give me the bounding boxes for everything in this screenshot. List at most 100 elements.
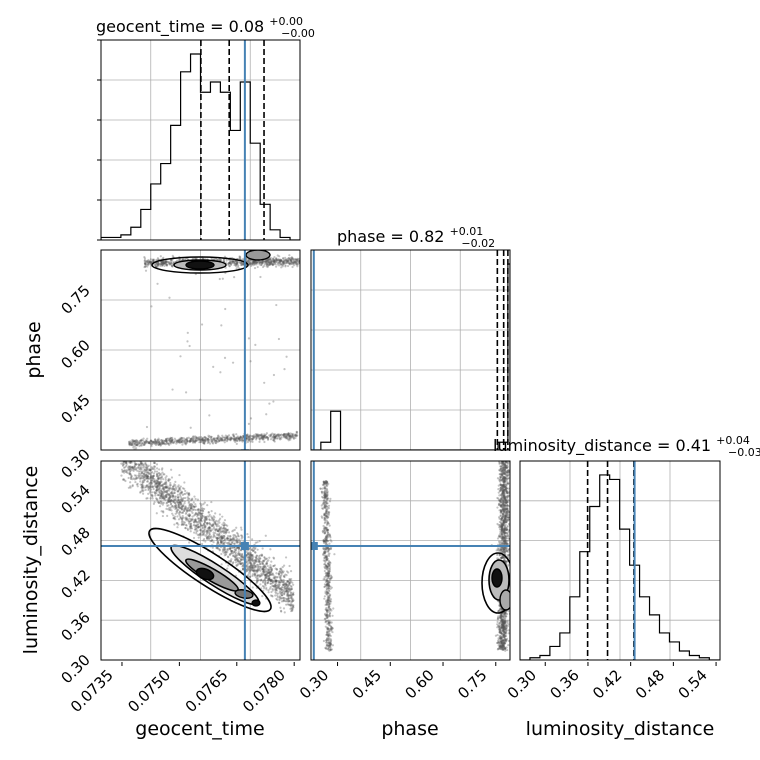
sample-point xyxy=(186,527,189,530)
sample-point xyxy=(204,436,208,440)
sample-point xyxy=(273,260,276,263)
sample-point xyxy=(327,641,331,644)
sample-point xyxy=(253,573,256,576)
sample-point xyxy=(324,540,327,543)
sample-point xyxy=(164,260,167,263)
sample-point xyxy=(143,441,146,444)
sample-point xyxy=(188,513,191,516)
sample-point xyxy=(220,530,223,533)
sample-point xyxy=(275,588,278,591)
sample-point xyxy=(272,400,275,403)
sample-point xyxy=(282,583,285,586)
sample-point xyxy=(292,261,295,264)
sample-point xyxy=(328,524,331,527)
sample-point xyxy=(208,414,211,417)
sample-point xyxy=(221,537,224,540)
sample-point xyxy=(141,475,144,478)
sample-point xyxy=(188,500,191,503)
sample-point xyxy=(150,483,153,486)
sample-point xyxy=(211,516,214,520)
sample-point xyxy=(159,495,162,498)
sample-point xyxy=(287,433,290,436)
sample-point xyxy=(273,588,276,591)
sample-point xyxy=(227,564,230,567)
sample-point xyxy=(327,587,330,590)
sample-point xyxy=(124,446,126,448)
sample-point xyxy=(197,437,201,440)
sample-point xyxy=(235,539,238,542)
sample-point xyxy=(133,454,135,456)
sample-point xyxy=(275,587,278,590)
sample-point xyxy=(129,466,132,469)
sample-point xyxy=(121,478,125,481)
sample-point xyxy=(330,621,333,624)
sample-point xyxy=(235,438,238,441)
sample-point xyxy=(210,437,213,441)
sample-point xyxy=(289,591,292,594)
sample-point xyxy=(171,436,174,439)
sample-point xyxy=(262,559,265,562)
sample-point xyxy=(268,575,271,578)
truth-marker xyxy=(240,541,249,550)
sample-point xyxy=(261,437,264,440)
sample-point xyxy=(138,441,141,445)
sample-point xyxy=(324,572,327,575)
sample-point xyxy=(156,263,159,267)
sample-point xyxy=(329,629,333,632)
sample-point xyxy=(267,264,270,267)
sample-point xyxy=(325,614,328,618)
sample-point xyxy=(251,565,255,568)
sample-point xyxy=(282,598,285,602)
sample-point xyxy=(232,434,235,438)
sample-point xyxy=(249,440,252,443)
sample-point xyxy=(272,436,275,439)
sample-point xyxy=(324,541,327,544)
sample-point xyxy=(290,433,293,436)
sample-point xyxy=(265,263,268,266)
sample-point xyxy=(191,497,194,500)
sample-point xyxy=(180,508,184,511)
sample-point xyxy=(210,523,213,526)
sample-point xyxy=(151,495,154,498)
sample-point xyxy=(185,524,188,527)
sample-point xyxy=(223,529,226,532)
sample-point xyxy=(145,477,149,480)
sample-point xyxy=(269,579,272,582)
sample-point xyxy=(277,573,280,576)
sample-point xyxy=(182,439,185,442)
sample-point xyxy=(240,553,244,556)
sample-point xyxy=(238,256,241,259)
sample-point xyxy=(209,523,212,526)
sample-point xyxy=(236,556,239,559)
sample-point xyxy=(157,482,161,485)
sample-point xyxy=(325,509,328,512)
sample-point xyxy=(246,440,249,444)
sample-point xyxy=(280,588,283,591)
sample-point xyxy=(274,258,278,261)
sample-point xyxy=(266,260,269,263)
sample-point xyxy=(202,533,205,536)
sample-point xyxy=(158,486,162,490)
sample-point xyxy=(210,529,213,532)
sample-point xyxy=(168,508,171,512)
sample-point xyxy=(261,595,264,598)
sample-point xyxy=(158,496,162,499)
sample-point xyxy=(167,504,170,507)
sample-point xyxy=(230,549,233,553)
sample-point xyxy=(180,504,183,507)
sample-point xyxy=(175,439,179,442)
sample-point xyxy=(162,439,165,442)
sample-point xyxy=(234,437,237,440)
sample-point xyxy=(290,607,294,610)
sample-point xyxy=(216,537,219,540)
sample-point xyxy=(330,627,333,630)
sample-point xyxy=(158,468,161,471)
sample-point xyxy=(226,537,229,540)
sample-point xyxy=(199,532,202,536)
sample-point xyxy=(253,436,256,439)
sample-point xyxy=(144,485,148,489)
sample-point xyxy=(141,490,144,493)
sample-point xyxy=(228,261,231,265)
sample-point xyxy=(265,576,268,579)
sample-point xyxy=(288,258,291,261)
